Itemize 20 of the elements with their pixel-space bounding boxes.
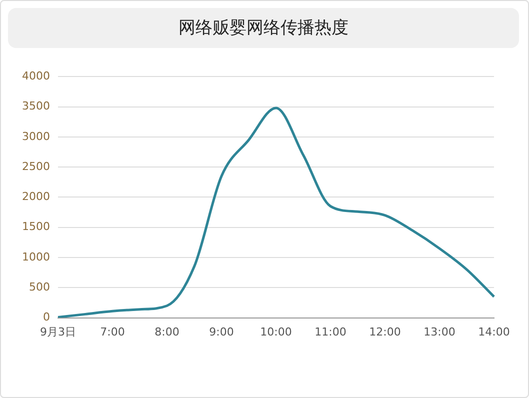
line-series <box>56 106 496 318</box>
x-tick-label: 9月3日 <box>40 325 76 338</box>
x-tick-label: 10:00 <box>260 325 292 338</box>
x-tick-label: 11:00 <box>314 325 346 338</box>
x-tick-label: 9:00 <box>209 325 234 338</box>
y-tick-label: 3500 <box>22 100 50 113</box>
y-tick-label: 4000 <box>22 69 50 82</box>
y-tick-label: 2500 <box>22 160 50 173</box>
y-tick-label: 2000 <box>22 190 50 204</box>
y-tick-label: 0 <box>42 310 50 324</box>
y-tick-label: 3000 <box>22 130 50 143</box>
y-tick-label: 1500 <box>22 220 50 234</box>
y-tick-label: 1000 <box>22 250 50 264</box>
y-tick-label: 500 <box>28 280 50 294</box>
chart-title: 网络贩婴网络传播热度 <box>8 8 519 48</box>
x-tick-label: 7:00 <box>100 325 125 338</box>
x-tick-label: 14:00 <box>478 325 510 338</box>
x-tick-label: 12:00 <box>369 325 401 338</box>
x-tick-label: 13:00 <box>424 325 456 338</box>
x-tick-label: 8:00 <box>154 325 180 338</box>
